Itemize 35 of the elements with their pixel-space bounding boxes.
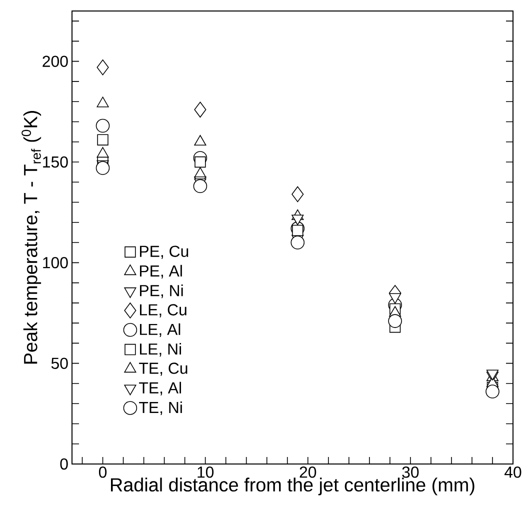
y-tick-label: 50 [51, 358, 68, 369]
legend-label: TE, Al [139, 382, 182, 396]
legend-label: PE, Al [140, 264, 182, 278]
point [292, 224, 304, 236]
legend-label: LE, Ni [140, 343, 182, 357]
point [96, 118, 110, 133]
point [486, 384, 500, 398]
legend-label: PE, Ni [140, 284, 183, 298]
y-tick-label: 200 [42, 56, 68, 67]
x-tick-label: 30 [402, 466, 419, 478]
point [194, 102, 206, 118]
legend-label: TE, Cu [139, 362, 188, 376]
y-tick-label: 0 [60, 458, 68, 470]
x-tick-label: 40 [504, 466, 522, 478]
point [96, 147, 109, 158]
legend-label: LE, Cu [140, 304, 186, 318]
legend-label: TE, Ni [139, 401, 182, 416]
point [194, 156, 206, 168]
y-axis-title: Peak temperature, T - T$_{ref}$ ($^{0}$K) [22, 111, 42, 364]
point [96, 96, 109, 108]
point [388, 314, 402, 328]
x-tick-label: 0 [98, 466, 107, 478]
point [193, 179, 208, 194]
legend-label: PE, Cu [140, 246, 188, 259]
point [96, 59, 109, 76]
point [194, 134, 206, 146]
y-tick-label: 100 [43, 257, 68, 268]
point [292, 186, 304, 202]
x-tick-label: 20 [300, 466, 316, 478]
point [97, 134, 108, 146]
legend-label: LE, Al [140, 323, 180, 337]
x-axis-title: Radial distance from the jet centerline (mm) [110, 478, 474, 496]
y-tick-label: 150 [43, 156, 68, 168]
point [96, 161, 110, 175]
x-tick-label: 10 [198, 466, 214, 478]
